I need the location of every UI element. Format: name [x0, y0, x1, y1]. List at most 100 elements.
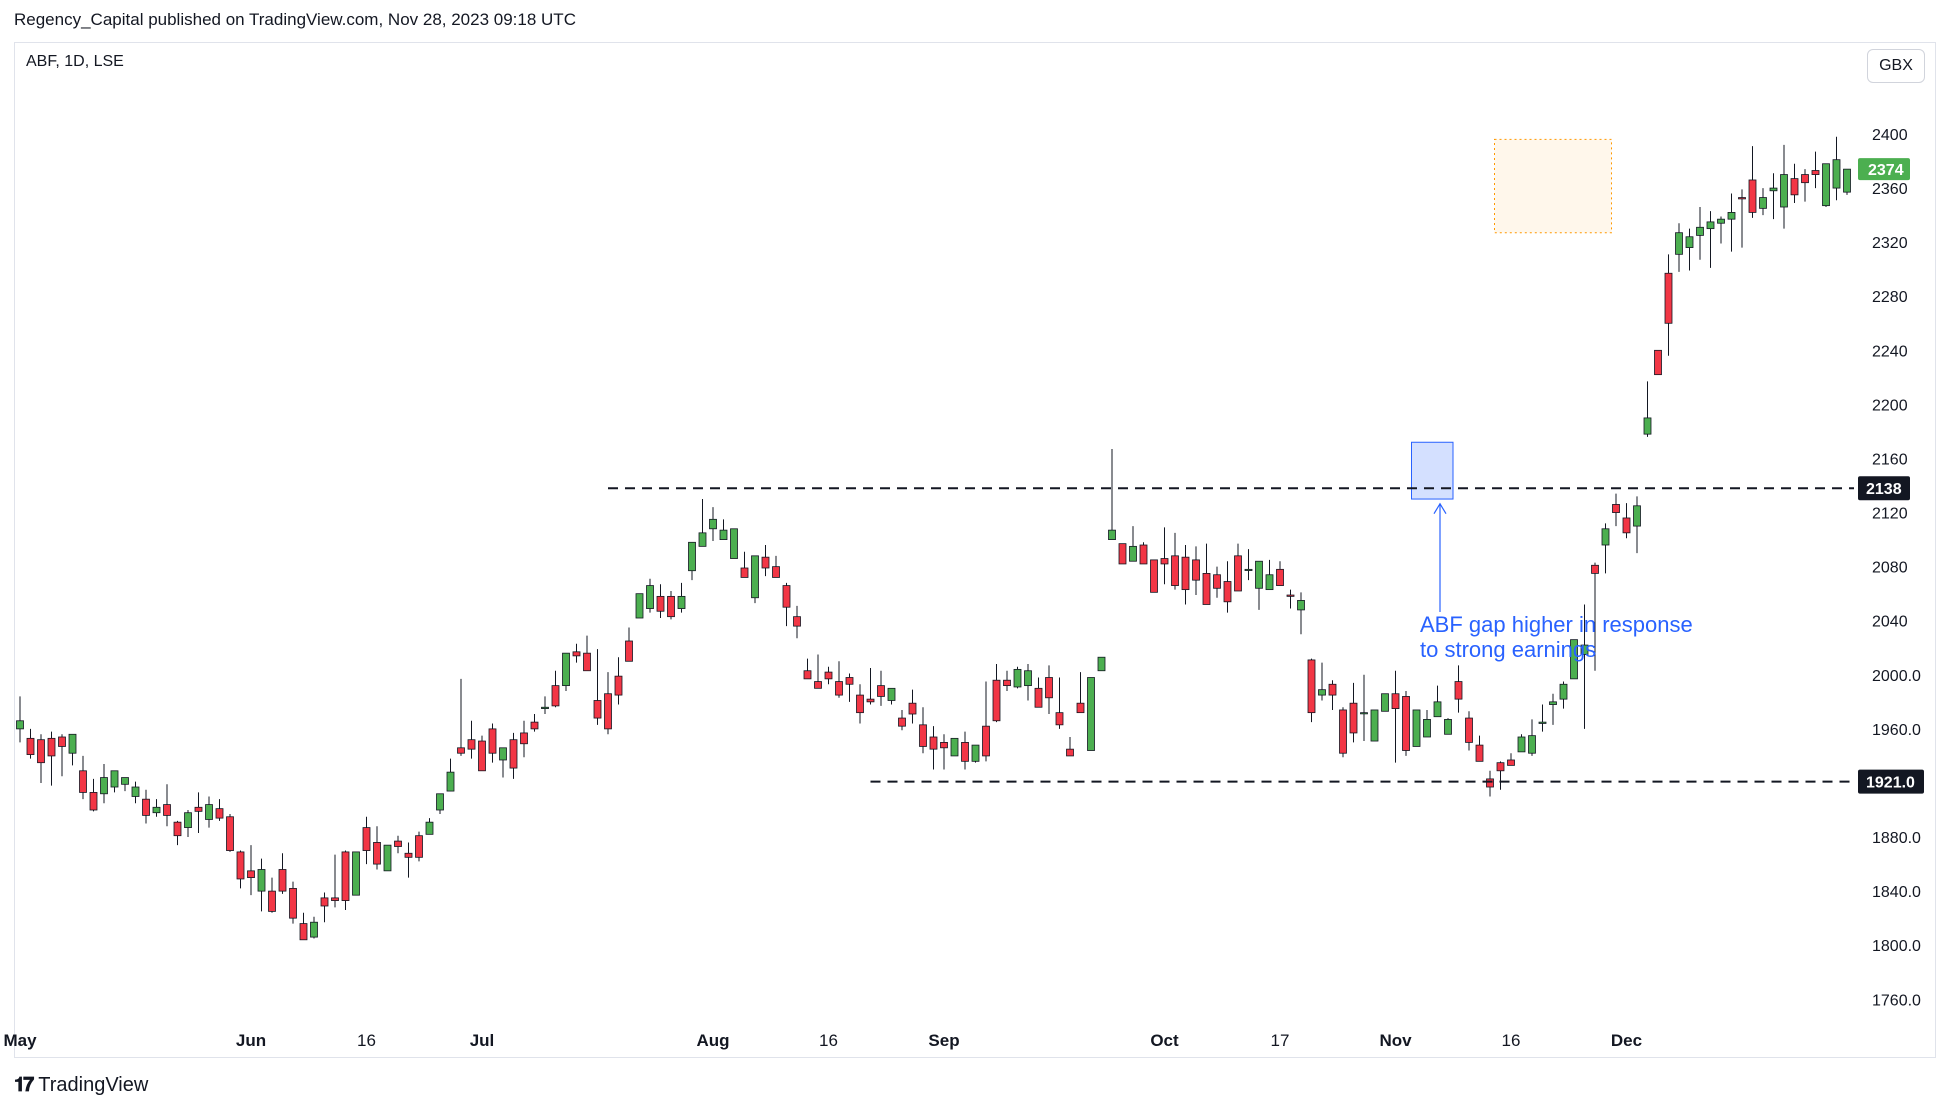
candle-up — [352, 851, 360, 896]
x-tick-label: Oct — [1150, 1031, 1179, 1050]
candle-up — [541, 706, 549, 709]
candle-up — [698, 532, 707, 547]
annotation-text: ABF gap higher in response — [1420, 612, 1693, 637]
candle-down — [215, 808, 224, 819]
candle-down — [1202, 573, 1211, 605]
footer-brand[interactable]: 𝟏𝟕 TradingView — [14, 1074, 148, 1097]
candle-down — [1003, 679, 1011, 687]
candle-down — [919, 724, 927, 747]
candle-up — [1643, 417, 1652, 435]
candle-down — [740, 567, 749, 578]
candle-up — [383, 844, 392, 872]
candle-down — [226, 816, 234, 851]
candle-up — [1580, 644, 1589, 655]
candle-down — [625, 640, 633, 662]
candle-down — [1349, 702, 1358, 734]
candle-down — [299, 923, 308, 941]
candle-down — [26, 737, 35, 755]
candle-down — [1223, 581, 1232, 603]
candle-up — [1570, 639, 1578, 680]
brand-name: TradingView — [38, 1074, 149, 1096]
y-tick-label: 2280 — [1872, 289, 1908, 306]
candle-up — [1601, 528, 1610, 546]
candle-down — [89, 792, 98, 811]
candle-down — [1213, 574, 1221, 589]
candle-up — [1706, 221, 1715, 230]
candle-down — [1748, 179, 1757, 213]
x-tick-label: 16 — [357, 1031, 376, 1050]
candle-down — [320, 897, 329, 907]
candle-down — [163, 804, 171, 816]
candle-down — [551, 685, 560, 707]
candle-up — [100, 777, 108, 795]
candle-down — [992, 679, 1001, 722]
candle-down — [1076, 702, 1085, 714]
candle-down — [1391, 693, 1400, 710]
candle-down — [1045, 677, 1053, 699]
candle-down — [1811, 170, 1820, 175]
candle-down — [341, 851, 350, 901]
level-label: 2138 — [1866, 481, 1902, 498]
level-label: 1921.0 — [1866, 775, 1915, 792]
candle-up — [971, 744, 980, 762]
candle-up — [152, 806, 161, 814]
candle-down — [373, 842, 381, 865]
y-tick-label: 2360 — [1872, 181, 1908, 198]
candle-down — [1454, 681, 1463, 700]
x-tick-label: Jul — [470, 1031, 495, 1050]
candle-down — [1496, 762, 1505, 772]
candle-down — [142, 798, 150, 816]
candle-down — [667, 595, 675, 618]
candle-up — [1769, 187, 1778, 192]
candle-up — [68, 733, 77, 754]
candle-down — [1118, 543, 1127, 565]
candle-up — [1297, 600, 1305, 611]
symbol-label: ABF, 1D, LSE — [26, 53, 124, 70]
candle-down — [929, 736, 938, 750]
candle-up — [1129, 545, 1137, 562]
candle-up — [709, 518, 717, 530]
candle-down — [1612, 504, 1620, 513]
candle-down — [1790, 178, 1799, 196]
candle-down — [1276, 568, 1284, 586]
level-badge — [1858, 769, 1924, 794]
candle-down — [194, 806, 203, 812]
candle-down — [1801, 174, 1809, 184]
currency-button[interactable]: GBX — [1867, 49, 1925, 83]
candle-down — [1738, 197, 1746, 200]
candle-up — [257, 869, 266, 892]
y-tick-label: 2000.0 — [1872, 668, 1921, 685]
candle-up — [205, 804, 213, 820]
x-tick-label: 16 — [1502, 1031, 1521, 1050]
x-tick-label: Aug — [696, 1031, 729, 1050]
chart-frame — [14, 42, 1936, 1058]
x-tick-label: Jun — [236, 1031, 266, 1050]
range-box — [1494, 138, 1612, 234]
candle-down — [1066, 748, 1074, 757]
candle-up — [950, 737, 959, 757]
x-tick-label: Dec — [1611, 1031, 1642, 1050]
candle-down — [1465, 717, 1473, 743]
y-tick-label: 1880.0 — [1872, 830, 1921, 847]
y-tick-label: 1840.0 — [1872, 884, 1921, 901]
candle-up — [1517, 736, 1526, 753]
annotation-arrowhead-icon — [1433, 502, 1447, 515]
candle-down — [583, 652, 591, 672]
candle-down — [793, 616, 801, 627]
candle-down — [1339, 709, 1347, 754]
x-tick-label: 16 — [819, 1031, 838, 1050]
candle-down — [247, 870, 255, 879]
tradingview-logo-icon: 𝟏𝟕 — [14, 1074, 34, 1096]
candle-up — [16, 720, 24, 730]
candle-down — [331, 897, 339, 901]
y-tick-label: 2200 — [1872, 397, 1908, 414]
candle-down — [1328, 683, 1337, 696]
candle-down — [782, 585, 791, 608]
candle-down — [1234, 555, 1242, 592]
y-tick-label: 1960.0 — [1872, 722, 1921, 739]
level-badge — [1858, 476, 1910, 501]
candle-up — [751, 555, 759, 599]
candle-up — [677, 595, 686, 609]
candle-up — [646, 585, 654, 609]
